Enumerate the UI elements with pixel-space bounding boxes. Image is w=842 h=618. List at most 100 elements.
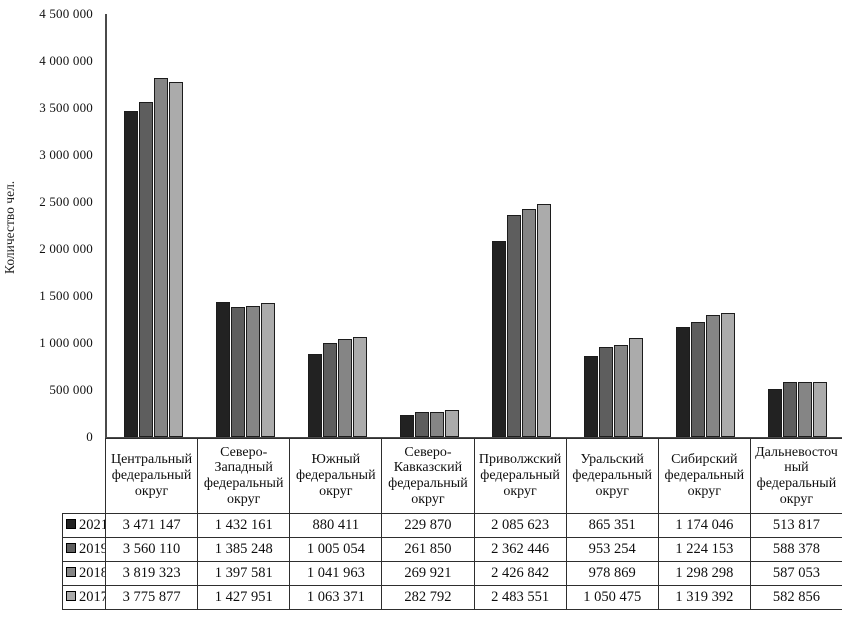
table-row: 2019 3 560 110 1 385 248 1 005 054 261 850 2 …	[62, 537, 842, 562]
value-cell: 865 351	[565, 513, 659, 538]
legend-swatch-icon	[66, 543, 76, 553]
bar-2017	[260, 303, 275, 437]
bar-2018	[337, 339, 352, 437]
bar-group	[199, 14, 291, 437]
bar-2019	[414, 412, 429, 437]
legend-swatch-icon	[66, 567, 76, 577]
value-cell: 2 483 551	[473, 585, 567, 610]
y-axis-tick-label: 2 500 000	[39, 194, 93, 209]
category-header: Дальневосточный федеральный округ	[749, 438, 842, 514]
bar-2017	[444, 410, 459, 437]
value-cell: 2 085 623	[473, 513, 567, 538]
bar-group	[751, 14, 842, 437]
y-axis-tick-label: 500 000	[49, 382, 93, 397]
series-legend-cell: 2018	[62, 561, 106, 586]
y-axis-tick-label: 3 000 000	[39, 147, 93, 162]
bar-2019	[782, 382, 797, 437]
category-header: Приволжский федеральный округ	[473, 438, 567, 514]
bar-2021	[583, 356, 598, 437]
value-cell: 978 869	[565, 561, 659, 586]
value-cell: 2 362 446	[473, 537, 567, 562]
bar-group	[567, 14, 659, 437]
value-cell: 1 174 046	[657, 513, 751, 538]
bar-2018	[429, 412, 444, 437]
category-header: Уральский федеральный округ	[565, 438, 659, 514]
value-cell: 3 819 323	[104, 561, 199, 586]
value-cell: 953 254	[565, 537, 659, 562]
bar-2018	[705, 315, 720, 437]
table-row: 2017 3 775 877 1 427 951 1 063 371 282 792 2 …	[62, 585, 842, 610]
bar-group	[383, 14, 475, 437]
value-cell: 1 319 392	[657, 585, 751, 610]
bar-2021	[123, 111, 138, 437]
value-cell: 3 560 110	[104, 537, 199, 562]
bar-2018	[245, 306, 260, 437]
value-cell: 269 921	[381, 561, 475, 586]
value-cell: 513 817	[749, 513, 842, 538]
bar-2018	[613, 345, 628, 437]
value-cell: 588 378	[749, 537, 842, 562]
bar-2017	[352, 337, 367, 437]
bar-2017	[812, 382, 827, 437]
bar-2021	[675, 327, 690, 437]
legend-swatch-icon	[66, 591, 76, 601]
value-cell: 1 224 153	[657, 537, 751, 562]
y-axis-tick-label: 0	[86, 429, 93, 444]
value-cell: 1 385 248	[197, 537, 291, 562]
series-legend-cell: 2017	[62, 585, 106, 610]
bar-2021	[767, 389, 782, 437]
y-axis-tick-label: 2 000 000	[39, 241, 93, 256]
bar-2017	[628, 338, 643, 437]
bar-2017	[168, 82, 183, 437]
table-row: 2018 3 819 323 1 397 581 1 041 963 269 921 2 …	[62, 561, 842, 586]
bar-group	[659, 14, 751, 437]
value-cell: 1 063 371	[289, 585, 383, 610]
bar-2017	[720, 313, 735, 437]
bar-2018	[797, 382, 812, 437]
bar-2021	[399, 415, 414, 437]
value-cell: 229 870	[381, 513, 475, 538]
value-cell: 1 041 963	[289, 561, 383, 586]
y-axis-tick-label: 3 500 000	[39, 100, 93, 115]
value-cell: 1 432 161	[197, 513, 291, 538]
bar-group	[107, 14, 199, 437]
series-legend-cell: 2019	[62, 537, 106, 562]
category-header: Южный федеральный округ	[289, 438, 383, 514]
category-header: Сибирский федеральный округ	[657, 438, 751, 514]
data-table: Центральный федеральный округ Северо-Запа…	[62, 438, 842, 610]
value-cell: 587 053	[749, 561, 842, 586]
bar-group	[291, 14, 383, 437]
table-header-row: Центральный федеральный округ Северо-Запа…	[63, 438, 842, 514]
bar-2021	[215, 302, 230, 437]
value-cell: 1 427 951	[197, 585, 291, 610]
bar-2017	[536, 204, 551, 437]
bar-group	[475, 14, 567, 437]
bar-2019	[598, 347, 613, 437]
bar-2019	[322, 343, 337, 437]
bar-2019	[138, 102, 153, 437]
table-row: 2021 3 471 147 1 432 161 880 411 229 870 2 08…	[62, 513, 842, 538]
plot-area	[105, 14, 842, 439]
value-cell: 3 471 147	[104, 513, 199, 538]
y-axis-tick-label: 4 000 000	[39, 53, 93, 68]
category-header: Северо-Западный федеральный округ	[197, 438, 291, 514]
legend-swatch-icon	[66, 519, 76, 529]
y-axis-tick-label: 1 000 000	[39, 335, 93, 350]
value-cell: 880 411	[289, 513, 383, 538]
value-cell: 2 426 842	[473, 561, 567, 586]
value-cell: 3 775 877	[104, 585, 199, 610]
value-cell: 261 850	[381, 537, 475, 562]
bar-2019	[690, 322, 705, 437]
value-cell: 1 050 475	[565, 585, 659, 610]
table-corner-cell	[63, 439, 106, 514]
value-cell: 1 298 298	[657, 561, 751, 586]
y-axis: 4 500 000 4 000 000 3 500 000 3 000 000 2 50…	[0, 6, 97, 444]
bar-2019	[506, 215, 521, 437]
bar-2021	[307, 354, 322, 437]
bar-2018	[153, 78, 168, 437]
bar-2019	[230, 307, 245, 437]
bar-2021	[491, 241, 506, 437]
value-cell: 1 397 581	[197, 561, 291, 586]
value-cell: 582 856	[749, 585, 842, 610]
